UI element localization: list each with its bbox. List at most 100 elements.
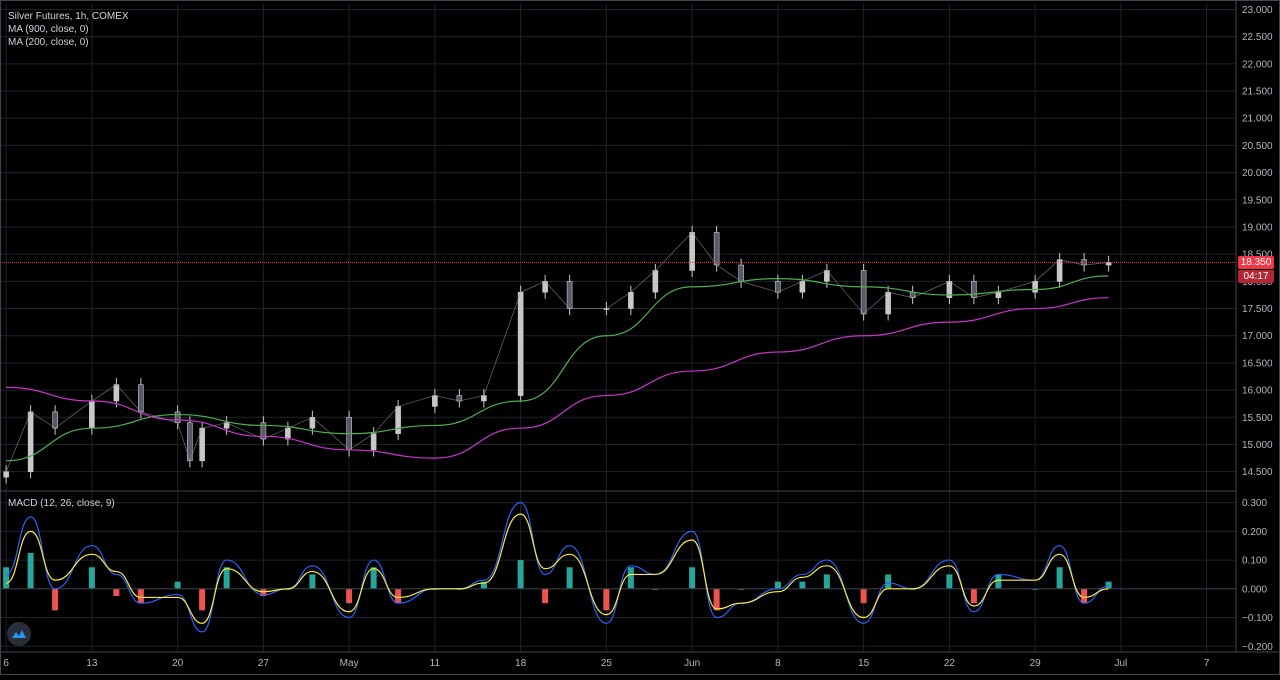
macd-histogram-bar [799,581,806,589]
y-tick-label: 19.000 [1242,222,1273,233]
macd-y-tick-label: −0.200 [1242,642,1273,653]
candle-body [860,270,867,315]
macd-y-tick-label: 0.000 [1242,584,1267,595]
y-tick-label: 16.500 [1242,358,1273,369]
candle-body [3,471,9,478]
legend-ma200[interactable]: MA (200, close, 0) [8,37,89,48]
tradingview-logo-icon[interactable] [7,622,31,646]
x-tick-label: 29 [1030,658,1042,669]
macd-histogram-bar [970,588,977,604]
macd-y-tick-label: −0.100 [1242,613,1273,624]
candle-body [775,281,781,293]
macd-y-tick-label: 0.100 [1242,556,1267,567]
candle-body [432,395,438,407]
macd-histogram-bar [946,574,953,589]
y-tick-label: 21.500 [1242,87,1273,98]
y-tick-label: 20.000 [1242,168,1273,179]
macd-histogram-bar [199,588,206,611]
macd-histogram-bar [27,552,34,589]
macd-histogram-bar [627,567,634,589]
macd-histogram-bar [774,581,781,589]
candle-body [971,281,977,298]
macd-histogram-bar [885,574,892,589]
x-tick-label: 11 [430,658,441,669]
y-tick-label: 22.500 [1242,32,1273,43]
y-tick-label: 17.500 [1242,304,1273,315]
macd-histogram-bar [480,581,487,589]
candle-body [885,291,891,315]
y-tick-label: 22.000 [1242,59,1273,70]
macd-title[interactable]: MACD (12, 26, close, 9) [8,498,115,509]
x-tick-label: 6 [3,658,9,669]
macd-histogram-bar [860,588,867,604]
y-tick-label: 14.500 [1242,467,1273,478]
last-price-tag: 18.350 [1238,256,1274,269]
ma200-line [6,275,1109,462]
candle-body [395,406,401,434]
chart-title[interactable]: Silver Futures, 1h, COMEX [8,11,129,22]
macd-histogram-bar [566,567,573,589]
candle-body [481,395,487,402]
macd-histogram-group [3,552,1112,611]
macd-y-tick-label: 0.300 [1242,498,1267,509]
macd-line [5,502,1109,633]
macd-histogram-bar [223,567,230,589]
macd-histogram-bar [1105,581,1112,589]
ma900-line [6,297,1109,459]
x-tick-label: 15 [858,658,870,669]
y-tick-label: 21.000 [1242,114,1273,125]
macd-histogram-bar [137,588,144,604]
countdown-tag: 04:17 [1238,270,1274,283]
macd-histogram-bar [346,588,353,604]
macd-histogram-bar [3,567,10,589]
y-tick-label: 17.000 [1242,331,1273,342]
x-tick-label: Jul [1114,658,1127,669]
candle-body [370,433,377,451]
macd-histogram-bar [542,588,549,604]
macd-histogram-bar [52,588,59,611]
macd-histogram-bar [370,567,377,589]
candle-body [89,400,95,429]
x-tick-label: Jun [684,658,700,669]
y-tick-label: 20.500 [1242,141,1273,152]
candle-body [517,291,524,396]
candle-body [138,384,144,413]
x-tick-label: 22 [944,658,956,669]
x-tick-label: 13 [86,658,98,669]
candle-body [738,264,744,282]
macd-histogram-bar [689,567,696,589]
macd-histogram-bar [174,581,181,589]
macd-legend: MACD (12, 26, close, 9) [8,497,115,510]
macd-histogram-bar [713,588,720,611]
candle-body [1032,281,1038,293]
legend-ma900[interactable]: MA (900, close, 0) [8,24,89,35]
x-tick-label: 7 [1204,658,1210,669]
x-tick-label: 27 [258,658,270,669]
candle-body [566,281,573,309]
macd-histogram-bar [1056,567,1063,589]
candle-body [799,281,806,293]
candle-body [995,291,1002,298]
y-tick-label: 15.000 [1242,440,1273,451]
macd-y-tick-label: 0.200 [1242,527,1267,538]
x-tick-label: 18 [515,658,527,669]
y-tick-label: 15.500 [1242,413,1273,424]
y-tick-label: 19.500 [1242,195,1273,206]
candle-body [628,291,634,309]
x-tick-label: May [340,658,359,669]
candle-body [52,411,58,429]
candle-body [27,411,34,472]
macd-histogram-bar [113,588,120,596]
y-tick-label: 18.500 [1242,250,1273,261]
macd-histogram-bar [517,560,524,589]
candle-body [1056,259,1063,282]
x-tick-label: 8 [775,658,781,669]
macd-histogram-bar [88,567,95,589]
macd-histogram-bar [395,588,402,604]
signal-line [5,513,1109,624]
x-tick-label: 20 [172,658,184,669]
candle-body [652,270,659,293]
